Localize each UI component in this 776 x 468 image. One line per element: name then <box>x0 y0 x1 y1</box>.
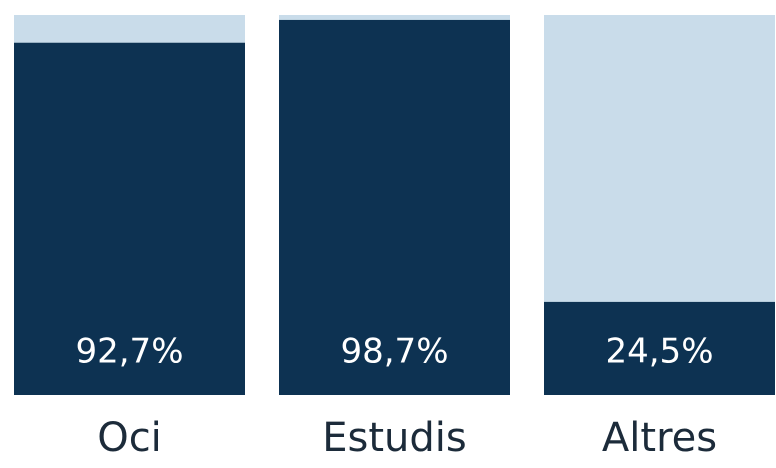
value-label: 24,5% <box>605 332 713 372</box>
bar <box>279 19 510 395</box>
value-label: 92,7% <box>75 332 183 372</box>
x-tick-label: Estudis <box>322 415 467 461</box>
x-tick-label: Oci <box>97 415 162 461</box>
x-tick-label: Altres <box>602 415 717 461</box>
bar <box>544 301 775 395</box>
value-label: 98,7% <box>340 332 448 372</box>
bar <box>14 42 245 396</box>
